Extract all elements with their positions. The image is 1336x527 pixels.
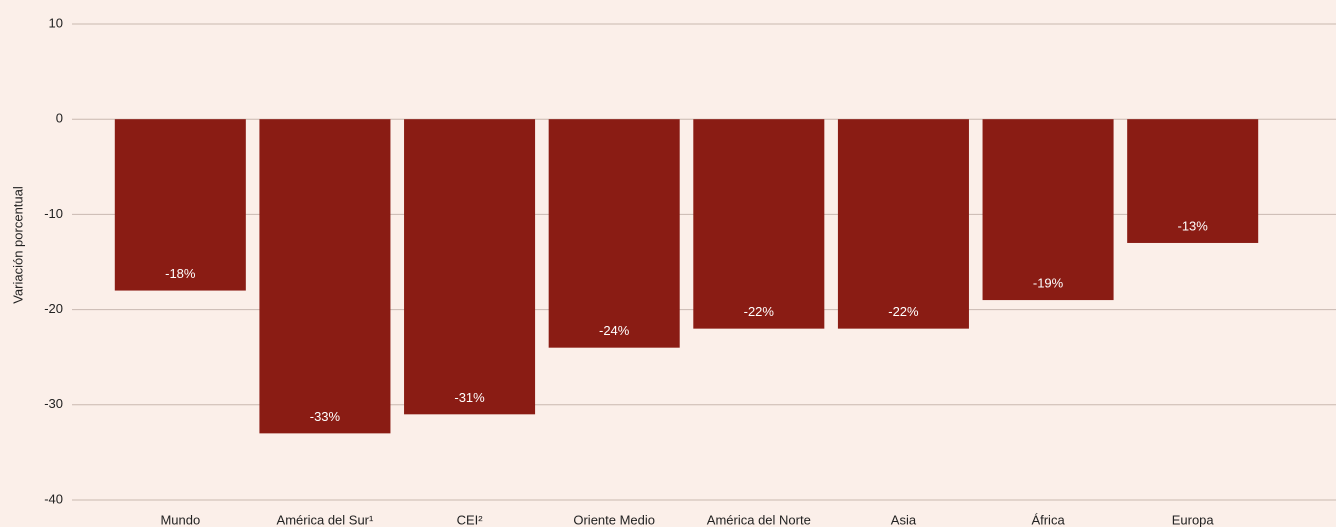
value-label: -24% [599, 323, 630, 338]
x-tick-label: Asia [891, 512, 917, 527]
y-tick-label: -40 [44, 491, 63, 506]
value-label: -22% [888, 304, 919, 319]
y-tick-label: -10 [44, 206, 63, 221]
x-tick-label: América del Sur¹ [277, 512, 374, 527]
value-label: -31% [454, 390, 485, 405]
value-label: -19% [1033, 276, 1064, 291]
bar [837, 119, 969, 329]
y-tick-label: 0 [56, 111, 63, 126]
bar [693, 119, 825, 329]
y-tick-label: -30 [44, 396, 63, 411]
y-tick-label: 10 [49, 15, 63, 30]
x-tick-label: América del Norte [707, 512, 811, 527]
bar [548, 119, 680, 348]
x-tick-label: Oriente Medio [573, 512, 655, 527]
bar [1127, 119, 1259, 243]
x-tick-label: África [1031, 512, 1065, 527]
bar [259, 119, 391, 434]
value-label: -22% [744, 304, 775, 319]
value-label: -33% [310, 409, 341, 424]
value-label: -13% [1178, 218, 1209, 233]
bar [982, 119, 1114, 301]
y-tick-label: -20 [44, 301, 63, 316]
x-tick-label: CEI² [457, 512, 484, 527]
y-axis-label: Variación porcentual [10, 186, 25, 304]
x-tick-label: Europa [1172, 512, 1215, 527]
bar [114, 119, 246, 291]
x-tick-label: Mundo [160, 512, 200, 527]
value-label: -18% [165, 266, 196, 281]
bar [404, 119, 536, 415]
